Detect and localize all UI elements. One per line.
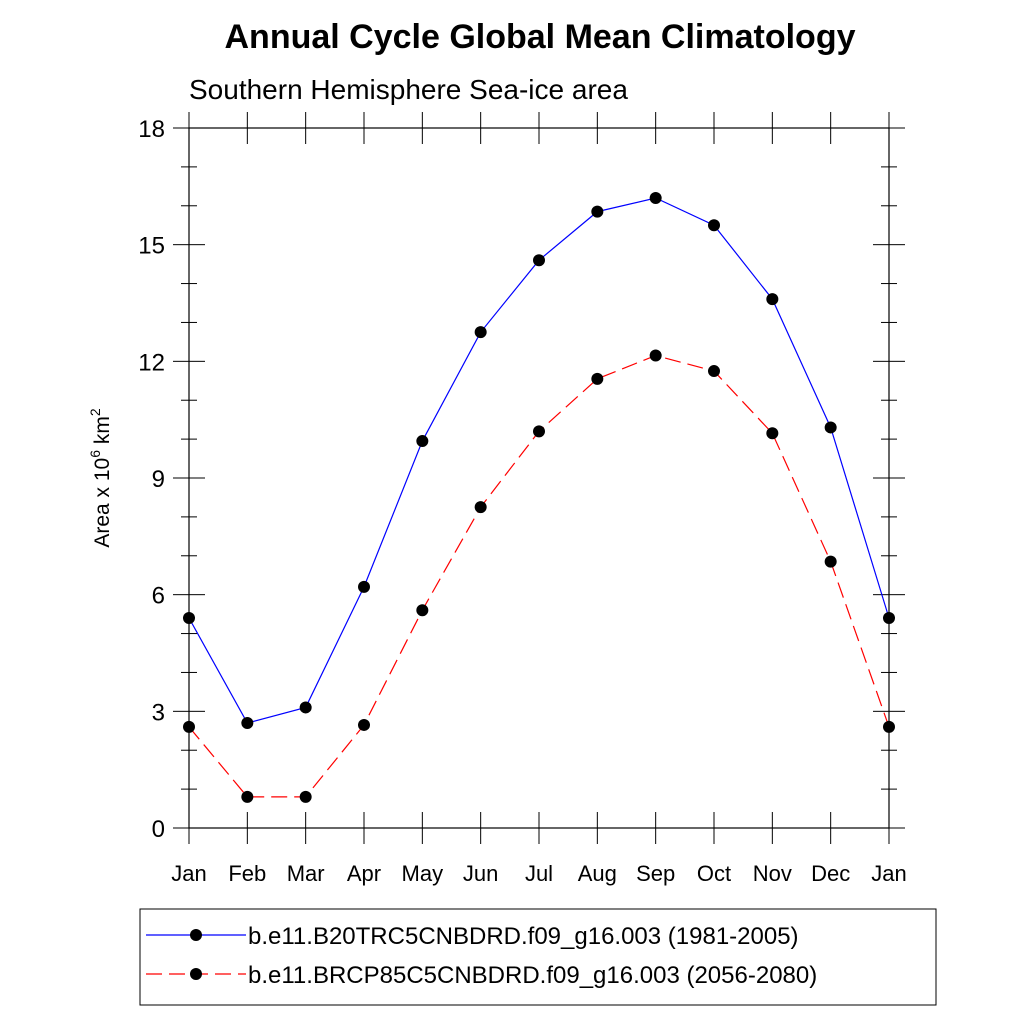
x-tick-label: Feb xyxy=(228,861,266,886)
data-point xyxy=(183,612,195,624)
x-tick-label: Nov xyxy=(753,861,792,886)
data-point xyxy=(241,717,254,729)
plot-frame xyxy=(188,127,890,829)
y-axis-label-unit: km xyxy=(91,416,114,450)
data-point xyxy=(416,435,429,448)
x-tick-label: Apr xyxy=(347,861,381,886)
x-tick-label: Dec xyxy=(811,861,850,886)
legend-marker xyxy=(190,929,202,941)
data-point xyxy=(766,293,779,306)
y-axis-label-base: Area x 10 xyxy=(91,458,114,548)
data-point xyxy=(824,421,837,434)
y-axis-label-unit-exponent: 2 xyxy=(87,408,103,416)
data-point xyxy=(241,790,254,803)
data-point xyxy=(299,790,312,803)
series-layer xyxy=(183,192,895,803)
data-point xyxy=(883,612,895,624)
x-tick-label: Oct xyxy=(697,861,731,886)
chart-subtitle: Southern Hemisphere Sea-ice area xyxy=(189,74,628,105)
data-point xyxy=(358,580,370,593)
data-point xyxy=(824,555,837,568)
series-2 xyxy=(183,349,895,803)
y-tick-label: 9 xyxy=(152,466,165,493)
x-tick-label: Sep xyxy=(636,861,675,886)
x-tick-label: Aug xyxy=(578,861,617,886)
chart-title: Annual Cycle Global Mean Climatology xyxy=(225,18,856,56)
x-tick-label: May xyxy=(402,861,444,886)
legend-label: b.e11.BRCP85C5CNBDRD.f09_g16.003 (2056-2… xyxy=(248,962,817,989)
data-point xyxy=(474,501,487,514)
legend-box xyxy=(139,908,937,1006)
legend-item-2: b.e11.BRCP85C5CNBDRD.f09_g16.003 (2056-2… xyxy=(146,962,817,989)
x-tick-label: Jul xyxy=(525,861,553,886)
data-point xyxy=(533,425,545,438)
series-line xyxy=(188,354,890,798)
data-point xyxy=(649,349,662,362)
y-tick-label: 6 xyxy=(152,583,165,610)
y-tick-label: 12 xyxy=(138,349,165,376)
legend-label: b.e11.B20TRC5CNBDRD.f09_g16.003 (1981-20… xyxy=(248,923,799,950)
data-point xyxy=(708,219,720,232)
legend-marker xyxy=(190,968,202,980)
y-tick-label: 3 xyxy=(152,699,165,726)
x-tick-label: Mar xyxy=(287,861,325,886)
legend: b.e11.B20TRC5CNBDRD.f09_g16.003 (1981-20… xyxy=(139,908,937,1006)
data-point xyxy=(533,254,545,267)
data-point xyxy=(416,604,429,617)
data-point xyxy=(299,701,312,714)
x-tick-label: Jan xyxy=(171,861,206,886)
series-1 xyxy=(183,192,895,729)
data-point xyxy=(591,205,604,218)
y-tick-label: 18 xyxy=(138,116,165,143)
data-point xyxy=(708,365,720,378)
y-axis-label-exponent: 6 xyxy=(87,450,103,458)
data-point xyxy=(649,192,662,204)
data-point xyxy=(474,326,487,339)
data-point xyxy=(883,720,895,733)
x-tick-label: Jun xyxy=(463,861,498,886)
data-point xyxy=(183,720,195,733)
y-axis-label: Area x 106 km2 xyxy=(87,408,114,548)
y-axis: 0 3 6 9 12 15 18 xyxy=(138,116,905,843)
data-point xyxy=(358,718,370,731)
legend-item-1: b.e11.B20TRC5CNBDRD.f09_g16.003 (1981-20… xyxy=(146,923,799,950)
data-point xyxy=(766,427,779,440)
data-point xyxy=(591,372,604,385)
x-axis: Jan Feb Mar Apr May Jun Jul Aug Sep Oct Nov Dec Jan xyxy=(171,112,907,886)
y-tick-label: 0 xyxy=(152,816,165,843)
series-line xyxy=(188,197,890,724)
x-tick-label: Jan xyxy=(871,861,906,886)
y-tick-label: 15 xyxy=(138,233,165,260)
